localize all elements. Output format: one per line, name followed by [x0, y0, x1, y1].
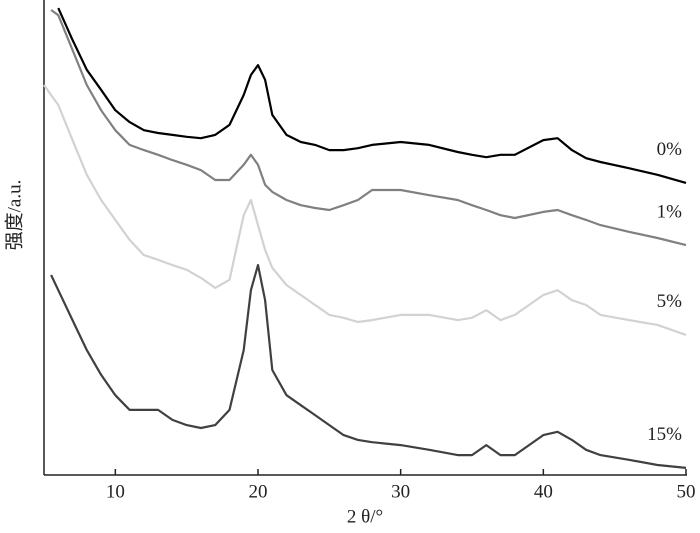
series-label: 5% — [657, 291, 683, 312]
series-line — [50, 264, 687, 469]
series-line — [57, 7, 687, 184]
series-label: 0% — [657, 139, 683, 160]
x-tick-label: 50 — [677, 481, 696, 502]
x-tick-label: 20 — [249, 481, 268, 502]
series-line — [50, 9, 687, 247]
x-tick-label: 40 — [534, 481, 553, 502]
series-label: 15% — [647, 424, 682, 445]
series-line — [43, 84, 687, 336]
x-axis-label: 2 θ/° — [347, 506, 383, 527]
x-tick-label: 30 — [391, 481, 410, 502]
series-label: 1% — [657, 201, 683, 222]
y-axis-label: 强度/a.u. — [3, 180, 25, 251]
x-tick-label: 10 — [106, 481, 125, 502]
